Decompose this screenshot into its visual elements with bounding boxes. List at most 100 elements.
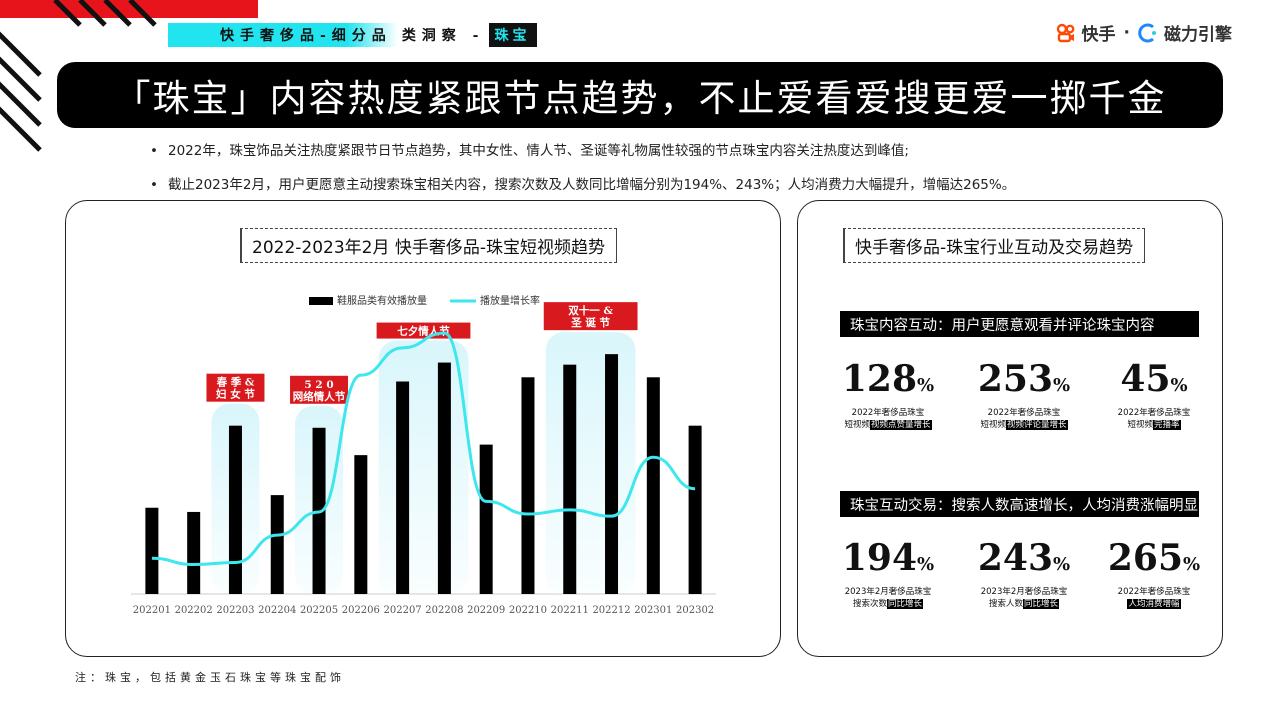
- stat-value: 128: [841, 358, 918, 400]
- stat-caption-line1: 2023年2月奢侈品珠宝: [980, 587, 1068, 597]
- stat-spend-per-user: 265% 2022年奢侈品珠宝 人均消费增幅: [1094, 538, 1214, 609]
- x-tick-label: 202207: [384, 605, 422, 616]
- x-tick-label: 202211: [551, 605, 589, 616]
- stat-unit: %: [917, 554, 935, 575]
- stat-value: 265: [1107, 537, 1184, 579]
- x-tick-label: 202206: [342, 605, 380, 616]
- x-tick-label: 202210: [509, 605, 547, 616]
- section-transaction-heading: 珠宝互动交易：搜索人数高速增长，人均消费涨幅明显: [840, 491, 1199, 517]
- annotation-label-bg: [206, 373, 265, 402]
- stat-caption-line1: 2022年奢侈品珠宝: [987, 408, 1061, 418]
- stat-caption-line1: 2022年奢侈品珠宝: [1117, 587, 1191, 597]
- bar: [396, 381, 410, 594]
- bar: [605, 354, 619, 594]
- stat-value: 253: [977, 358, 1054, 400]
- corner-stripes: [0, 0, 157, 152]
- legend-bar-label: 鞋服品类有效播放量: [337, 294, 427, 307]
- annotation-label: 双十一 &: [567, 304, 613, 317]
- insight-bullets: 2022年，珠宝饰品关注热度紧跟节日节点趋势，其中女性、情人节、圣诞等礼物属性较…: [150, 140, 1015, 208]
- title-banner: 「珠宝」内容热度紧跟节点趋势，不止爱看爱搜更爱一掷千金: [57, 62, 1223, 128]
- stat-unit: %: [1053, 375, 1071, 396]
- kuaishou-logo-text: 快手: [1081, 25, 1116, 45]
- stat-caption-line1: 2023年2月奢侈品珠宝: [844, 587, 932, 597]
- highlight-capsule: [378, 340, 469, 594]
- stat-completion-rate: 45% 2022年奢侈品珠宝 短视频完播率: [1094, 359, 1214, 430]
- bullet-item: 2022年，珠宝饰品关注热度紧跟节日节点趋势，其中女性、情人节、圣诞等礼物属性较…: [150, 140, 1015, 174]
- cili-engine-icon: [1138, 23, 1156, 42]
- x-tick-label: 202201: [133, 605, 171, 616]
- annotation-label: 5 2 0: [304, 379, 333, 391]
- bar: [270, 495, 284, 594]
- bar: [646, 377, 660, 594]
- stat-search-users: 243% 2023年2月奢侈品珠宝 搜索人数同比增长: [964, 538, 1084, 609]
- stat-unit: %: [917, 375, 935, 396]
- annotation-label-bg: [543, 302, 638, 331]
- stat-caption-line1: 2022年奢侈品珠宝: [851, 408, 925, 418]
- legend-line-label: 播放量增长率: [480, 294, 540, 307]
- stat-caption-highlight: 视频评论量增长: [1006, 420, 1068, 430]
- header-tag-highlight: 珠宝: [488, 23, 537, 47]
- bar: [437, 362, 451, 594]
- x-tick-label: 202212: [592, 605, 630, 616]
- bar: [521, 377, 535, 594]
- bar: [479, 444, 493, 594]
- trend-chart-panel: 2022-2023年2月 快手奢侈品-珠宝短视频趋势 春 季 & 妇 女 节 5 2…: [65, 200, 781, 657]
- stat-unit: %: [1183, 554, 1201, 575]
- header-tag-plain: 类洞察 -: [401, 28, 485, 44]
- annotation-label: 春 季 &: [217, 376, 255, 389]
- corner-red-bar: [0, 0, 258, 18]
- stat-unit: %: [1170, 375, 1188, 396]
- x-tick-label: 202202: [175, 605, 213, 616]
- section-content-interaction-heading: 珠宝内容互动：用户更愿意观看并评论珠宝内容: [840, 311, 1199, 337]
- stat-caption-highlight: 人均消费增幅: [1127, 599, 1181, 609]
- growth-line: [151, 331, 696, 567]
- cili-logo-text: 磁力引擎: [1164, 25, 1232, 45]
- bar: [145, 507, 159, 594]
- annotation-label: 网络情人节: [293, 390, 346, 403]
- stat-caption-highlight: 完播率: [1153, 420, 1181, 430]
- x-tick-label: 202208: [425, 605, 463, 616]
- x-tick-label: 202205: [300, 605, 338, 616]
- x-tick-label: 202301: [634, 605, 672, 616]
- stat-caption-plain: 短视频: [844, 420, 870, 430]
- header-category-tag: 快手奢侈品-细分品 类洞察 - 珠宝: [168, 23, 537, 47]
- stat-caption-plain: 短视频: [980, 420, 1006, 430]
- annotation-label: 妇 女 节: [215, 388, 255, 401]
- bar: [563, 364, 577, 594]
- stat-caption-highlight: 同比增长: [887, 599, 924, 609]
- stat-caption-highlight: 同比增长: [1023, 599, 1060, 609]
- stat-caption-plain: 短视频: [1127, 420, 1153, 430]
- bar: [228, 425, 242, 594]
- brand-logo: 快手 · 磁力引擎: [1056, 20, 1232, 45]
- x-tick-label: 202204: [258, 605, 296, 616]
- header-tag-cyan: 快手奢侈品-细分品: [168, 23, 398, 47]
- x-tick-label: 202209: [467, 605, 505, 616]
- highlight-capsule: [545, 332, 636, 594]
- logo-separator: ·: [1123, 22, 1130, 43]
- footnote: 注：珠宝，包括黄金玉石珠宝等珠宝配饰: [75, 671, 345, 684]
- annotation-label: 圣 诞 节: [570, 316, 610, 329]
- stat-caption-highlight: 视频点赞量增长: [870, 420, 932, 430]
- bullet-item: 截止2023年2月，用户更愿意主动搜索珠宝相关内容，搜索次数及人数同比增幅分别为…: [150, 174, 1015, 208]
- x-tick-label: 202302: [676, 605, 714, 616]
- stat-comments: 253% 2022年奢侈品珠宝 短视频视频评论量增长: [964, 359, 1084, 430]
- stat-value: 243: [977, 537, 1054, 579]
- stat-search-count: 194% 2023年2月奢侈品珠宝 搜索次数同比增长: [828, 538, 948, 609]
- page-title: 「珠宝」内容热度紧跟节点趋势，不止爱看爱搜更爱一掷千金: [113, 77, 1167, 120]
- x-tick-label: 202203: [216, 605, 254, 616]
- bar: [354, 455, 368, 594]
- kuaishou-icon: [1056, 23, 1074, 42]
- legend-bar-swatch: [309, 297, 333, 305]
- bar: [688, 425, 702, 594]
- annotation-label: 七夕情人节: [397, 325, 450, 338]
- stat-value: 194: [841, 537, 918, 579]
- interaction-panel-title: 快手奢侈品-珠宝行业互动及交易趋势: [843, 228, 1146, 263]
- bar: [187, 511, 201, 594]
- stat-caption-plain: 搜索次数: [852, 599, 887, 609]
- chart-title: 2022-2023年2月 快手奢侈品-珠宝短视频趋势: [240, 228, 618, 263]
- stat-likes: 128% 2022年奢侈品珠宝 短视频视频点赞量增长: [828, 359, 948, 430]
- stat-caption-plain: 搜索人数: [988, 599, 1023, 609]
- stat-value: 45: [1120, 358, 1171, 400]
- stat-caption-line1: 2022年奢侈品珠宝: [1117, 408, 1191, 418]
